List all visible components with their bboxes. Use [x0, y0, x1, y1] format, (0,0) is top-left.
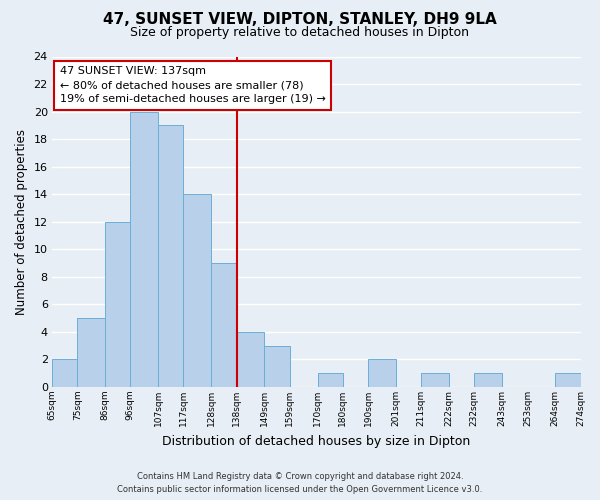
X-axis label: Distribution of detached houses by size in Dipton: Distribution of detached houses by size … [162, 434, 470, 448]
Bar [184, 194, 211, 387]
Bar [368, 360, 396, 387]
Bar [130, 112, 158, 387]
Bar [265, 346, 290, 387]
Text: Size of property relative to detached houses in Dipton: Size of property relative to detached ho… [131, 26, 470, 39]
Text: Contains HM Land Registry data © Crown copyright and database right 2024.
Contai: Contains HM Land Registry data © Crown c… [118, 472, 482, 494]
Bar [474, 373, 502, 387]
Bar [105, 222, 130, 387]
Bar [52, 360, 77, 387]
Y-axis label: Number of detached properties: Number of detached properties [15, 129, 28, 315]
Bar [158, 126, 184, 387]
Text: 47, SUNSET VIEW, DIPTON, STANLEY, DH9 9LA: 47, SUNSET VIEW, DIPTON, STANLEY, DH9 9L… [103, 12, 497, 28]
Bar [317, 373, 343, 387]
Bar [555, 373, 581, 387]
Bar [421, 373, 449, 387]
Bar [211, 263, 236, 387]
Text: 47 SUNSET VIEW: 137sqm
← 80% of detached houses are smaller (78)
19% of semi-det: 47 SUNSET VIEW: 137sqm ← 80% of detached… [59, 66, 325, 104]
Bar [77, 318, 105, 387]
Bar [236, 332, 265, 387]
